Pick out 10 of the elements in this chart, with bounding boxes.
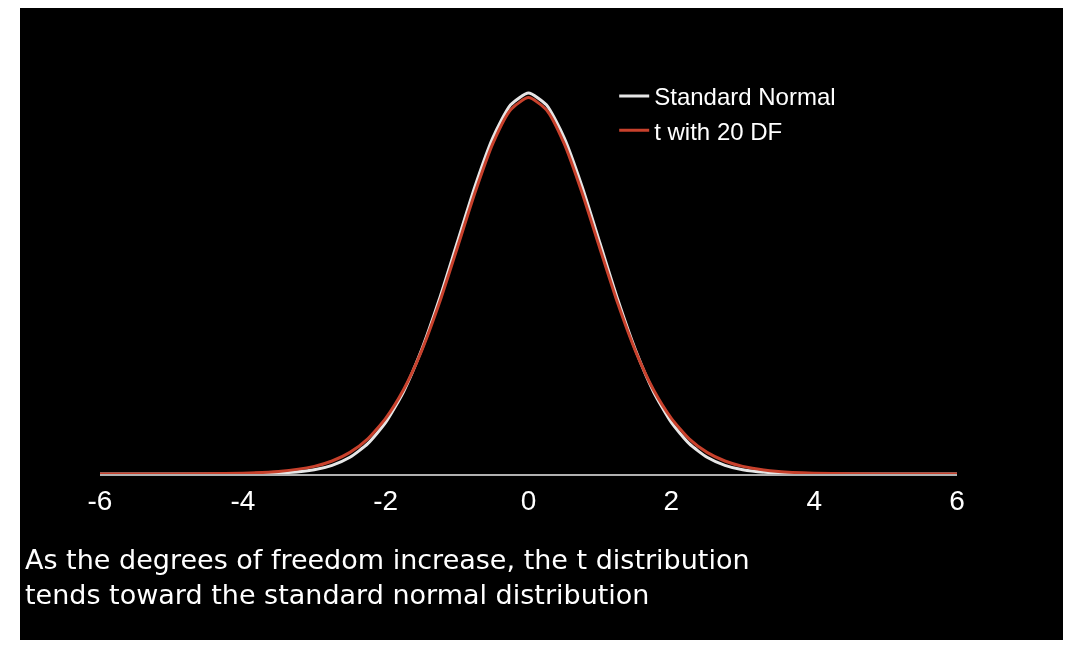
legend-label: t with 20 DF: [654, 117, 783, 145]
x-tick-label: -2: [373, 484, 399, 516]
text: As the degrees of freedom increase, the t distribution tends toward the standard normal distribution: [25, 544, 750, 611]
x-tick-label: -6: [87, 484, 113, 516]
legend-label: Standard Normal: [654, 83, 836, 111]
x-tick-label: 4: [806, 484, 822, 516]
x-tick-label: -4: [230, 484, 256, 516]
x-tick-label: 2: [663, 484, 680, 516]
x-tick-label: 6: [949, 484, 965, 516]
x-tick-label: 0: [520, 484, 537, 516]
